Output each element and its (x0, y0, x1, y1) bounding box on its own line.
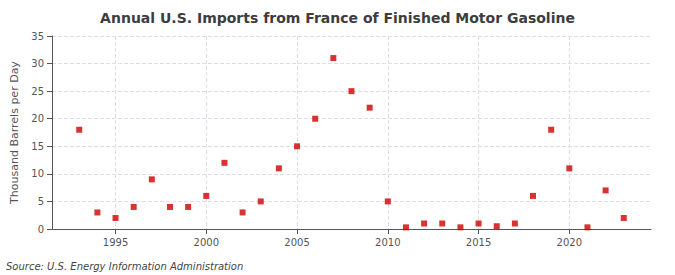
svg-text:5: 5 (38, 196, 44, 207)
svg-text:2020: 2020 (557, 237, 582, 248)
svg-text:1995: 1995 (103, 237, 128, 248)
svg-text:0: 0 (38, 224, 44, 235)
svg-text:2010: 2010 (375, 237, 400, 248)
svg-text:10: 10 (31, 168, 44, 179)
svg-text:Source: U.S. Energy Informatio: Source: U.S. Energy Information Administ… (6, 261, 243, 272)
svg-text:35: 35 (31, 31, 44, 42)
svg-text:Annual U.S. Imports from Franc: Annual U.S. Imports from France of Finis… (100, 10, 575, 26)
svg-text:2000: 2000 (194, 237, 219, 248)
svg-text:20: 20 (31, 113, 44, 124)
svg-text:2005: 2005 (284, 237, 309, 248)
svg-text:25: 25 (31, 86, 44, 97)
svg-text:2015: 2015 (466, 237, 491, 248)
svg-text:15: 15 (31, 141, 44, 152)
svg-text:30: 30 (31, 58, 44, 69)
svg-text:Thousand Barrels per Day: Thousand Barrels per Day (8, 61, 21, 205)
